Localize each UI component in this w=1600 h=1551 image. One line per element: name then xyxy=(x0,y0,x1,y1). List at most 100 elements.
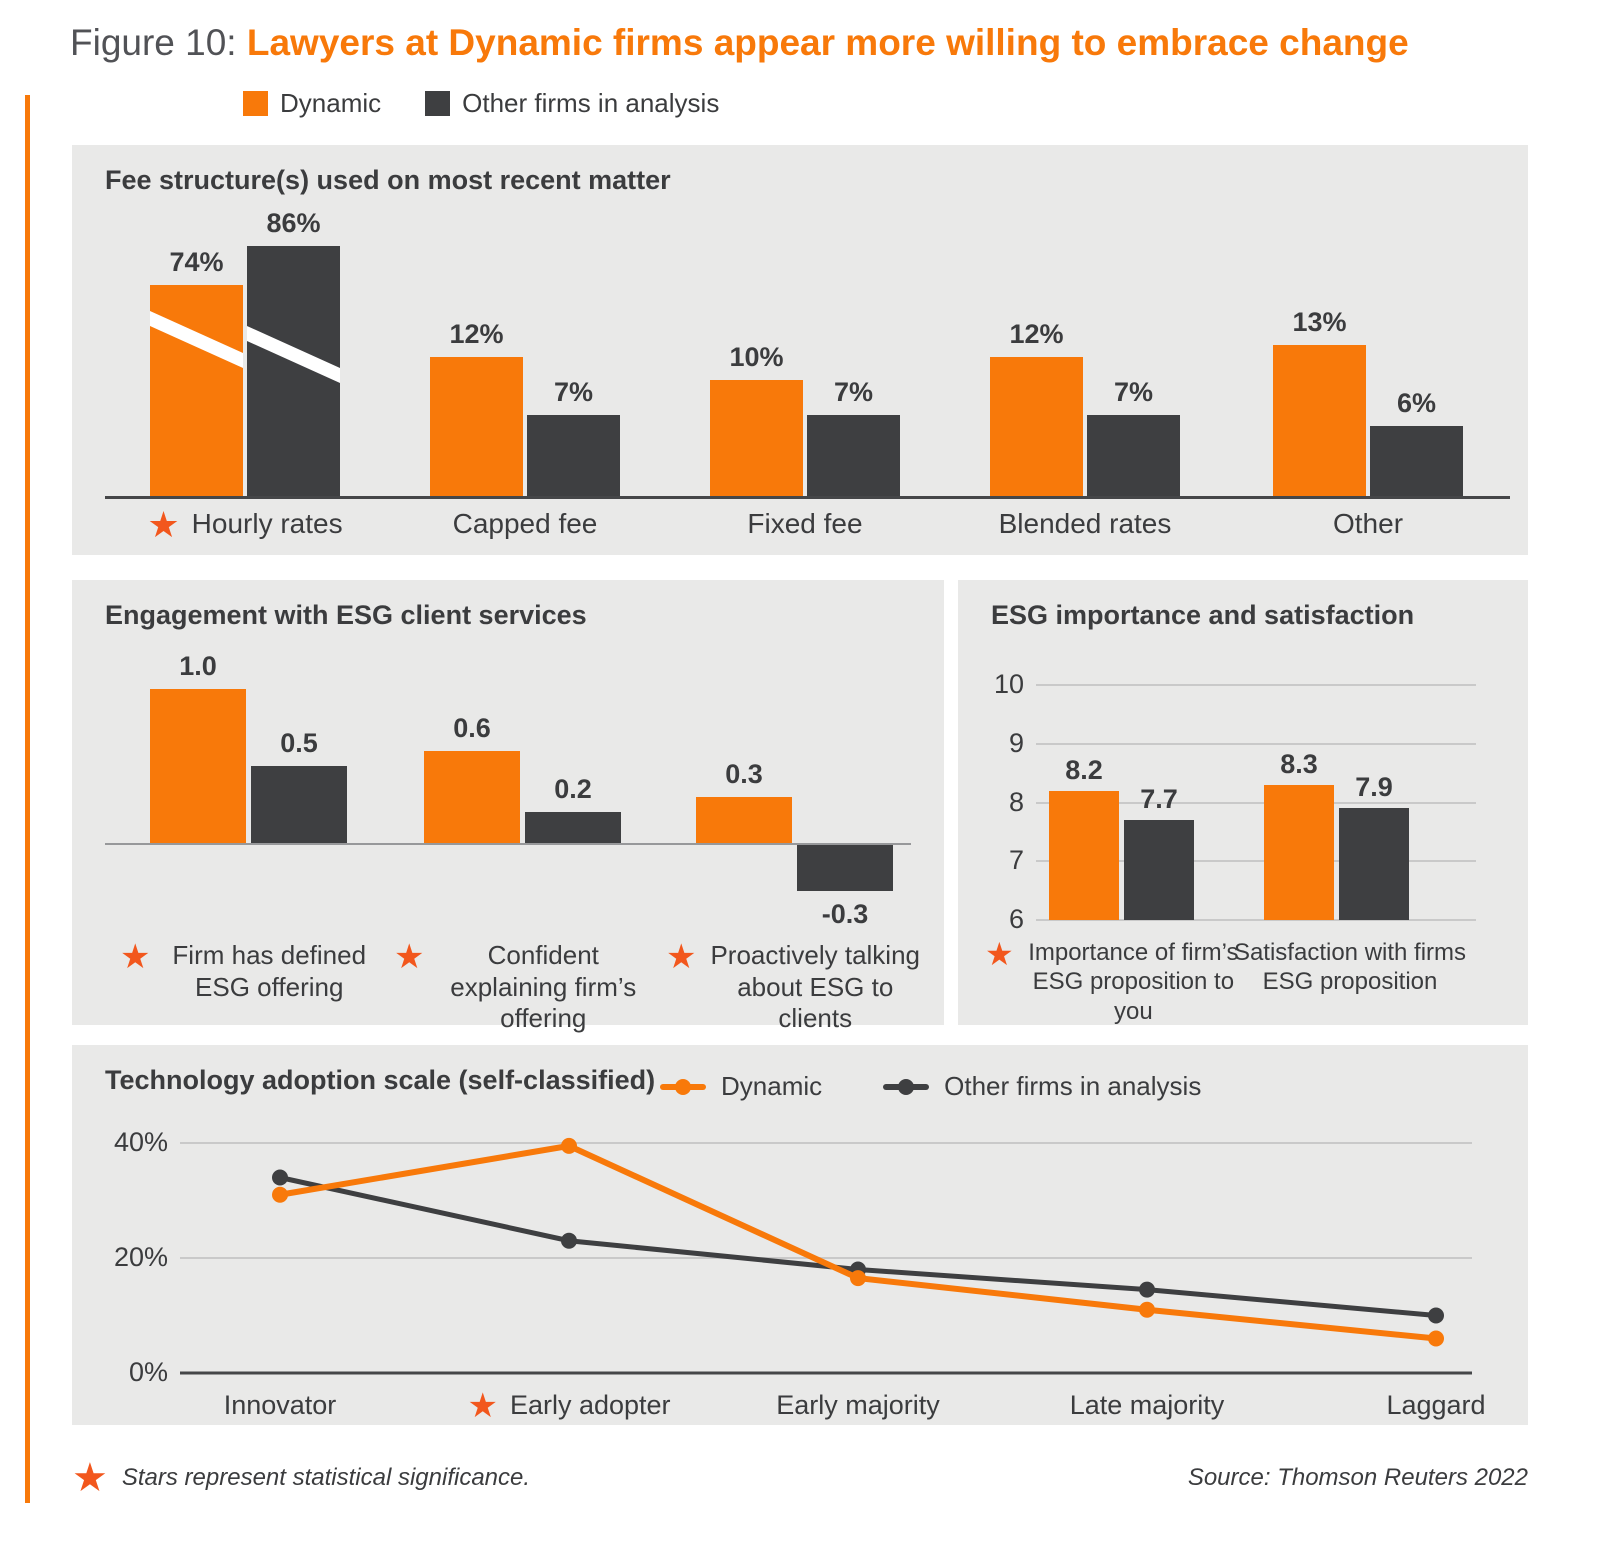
data-point xyxy=(1428,1330,1444,1347)
y-tick-label: 7 xyxy=(1008,845,1024,876)
panel-esg-importance: ESG importance and satisfaction 10 9 8 7 6 8.… xyxy=(958,580,1528,1025)
panel-esg-engagement: Engagement with ESG client services 1.0 0… xyxy=(72,580,944,1033)
panel-fee-structure: Fee structure(s) used on most recent mat… xyxy=(72,145,1528,555)
category-label-text: Laggard xyxy=(1386,1390,1486,1420)
tech-adoption-chart: 40% 20% 0% Innovator ★ Early adopter Early maj… xyxy=(72,1045,1528,1425)
bar-dynamic xyxy=(696,797,792,843)
category-label: ★ Firm has defined ESG offering xyxy=(120,940,376,1003)
value-label: 10% xyxy=(729,342,784,372)
value-label: 12% xyxy=(449,319,504,349)
category-label-text: Capped fee xyxy=(452,508,598,539)
value-label: 7% xyxy=(1113,377,1154,407)
category-label: Capped fee xyxy=(355,507,695,541)
data-point xyxy=(1428,1307,1444,1324)
legend-label-other: Other firms in analysis xyxy=(462,88,720,118)
source-credit: Source: Thomson Reuters 2022 xyxy=(1187,1464,1528,1491)
value-label: 13% xyxy=(1292,307,1347,337)
data-point xyxy=(561,1137,577,1154)
category-label-text: Other xyxy=(1332,508,1404,539)
star-icon: ★ xyxy=(72,1456,108,1500)
category-label: ★ Early adopter xyxy=(429,1389,709,1423)
figure-label: Figure 10: xyxy=(70,22,247,63)
category-label-text: Proactively talking about ESG to clients xyxy=(710,940,921,1034)
category-label: ★ Proactively talking about ESG to client… xyxy=(666,940,922,1035)
series-line-dynamic xyxy=(279,1142,1437,1342)
category-label-text: Firm has defined ESG offering xyxy=(172,940,367,1002)
category-label-text: Satisfaction with firms ESG proposition xyxy=(1233,939,1467,996)
chart-title-fee-structure: Fee structure(s) used on most recent mat… xyxy=(105,165,671,195)
value-label: 7% xyxy=(553,377,594,407)
value-label: 7.9 xyxy=(1355,772,1393,802)
star-icon: ★ xyxy=(985,936,1014,972)
bar-dynamic xyxy=(990,357,1083,496)
bar-dynamic xyxy=(1273,345,1366,496)
chart-title-esg-engagement: Engagement with ESG client services xyxy=(105,600,587,630)
line-marker-dynamic xyxy=(660,1078,706,1095)
data-point xyxy=(1139,1281,1155,1298)
x-axis-line xyxy=(105,843,911,845)
data-point xyxy=(561,1232,577,1249)
star-icon: ★ xyxy=(394,938,425,976)
data-point xyxy=(272,1169,288,1186)
left-accent-rule xyxy=(25,95,30,1503)
chart-title-esg-importance: ESG importance and satisfaction xyxy=(991,600,1415,630)
value-label: -0.3 xyxy=(821,899,869,929)
bar-other xyxy=(797,845,893,891)
gridline xyxy=(1036,860,1476,863)
value-label: 8.3 xyxy=(1280,749,1318,779)
line-legend-label-dynamic: Dynamic xyxy=(721,1071,823,1101)
gridline xyxy=(1036,684,1476,686)
line-chart-canvas xyxy=(180,1137,1472,1375)
legend: Dynamic Other firms in analysis xyxy=(243,88,719,119)
category-label: Laggard xyxy=(1296,1389,1576,1422)
y-tick-label: 8 xyxy=(1008,786,1024,817)
y-tick-label: 10 xyxy=(993,669,1024,699)
star-icon: ★ xyxy=(120,938,151,976)
value-label: 0.5 xyxy=(280,728,318,758)
esg-engagement-chart: 1.0 0.5 ★ Firm has defined ESG offering 0.6 0… xyxy=(72,580,944,1033)
bar-other xyxy=(1124,820,1194,920)
category-label-text: Confident explaining firm’s offering xyxy=(450,940,637,1034)
bar-other xyxy=(251,766,347,843)
esg-importance-chart: 10 9 8 7 6 8.2 7.7 ★ Importance of firm’s ESG pr… xyxy=(958,580,1528,1025)
category-label: Other xyxy=(1198,507,1538,541)
value-label: 7% xyxy=(833,377,874,407)
series-line-other xyxy=(279,1175,1437,1318)
category-label: Satisfaction with firms ESG proposition xyxy=(1222,938,1478,997)
axis-break-stripe xyxy=(247,326,340,383)
bar-dynamic xyxy=(150,285,243,496)
axis-break-stripe xyxy=(150,311,243,368)
y-tick-label: 40% xyxy=(113,1127,168,1157)
data-point xyxy=(850,1270,866,1287)
category-label-text: Innovator xyxy=(223,1390,337,1420)
data-point xyxy=(272,1186,288,1203)
bar-dynamic xyxy=(150,689,246,843)
category-label: ★ Hourly rates xyxy=(75,507,415,543)
legend-swatch-dynamic xyxy=(243,91,268,116)
figure-footer: ★ Stars represent statistical significan… xyxy=(72,1458,1528,1498)
bar-other xyxy=(525,812,621,843)
value-label: 0.6 xyxy=(453,713,491,743)
bar-dynamic xyxy=(1264,785,1334,920)
star-icon: ★ xyxy=(467,1387,498,1425)
bar-dynamic xyxy=(430,357,523,496)
gridline xyxy=(1036,742,1476,745)
value-label: 74% xyxy=(169,247,224,277)
gridline xyxy=(1036,801,1476,804)
value-label: 0.3 xyxy=(725,759,763,789)
value-label: 12% xyxy=(1009,319,1064,349)
figure-title: Lawyers at Dynamic firms appear more wil… xyxy=(246,22,1409,63)
value-label: 0.2 xyxy=(554,774,592,804)
legend-swatch-other xyxy=(425,91,451,116)
bar-other xyxy=(1087,415,1180,496)
bar-dynamic xyxy=(424,751,520,843)
value-label: 6% xyxy=(1396,388,1437,418)
category-label-text: Blended rates xyxy=(998,508,1172,539)
category-label: Late majority xyxy=(1007,1389,1287,1422)
significance-footnote: Stars represent statistical significance… xyxy=(121,1464,531,1491)
fee-structure-chart: 74% 86% ★ Hourly rates 12% 7% Capped fee 10% 7% F… xyxy=(72,145,1528,555)
category-label: Early majority xyxy=(718,1389,998,1422)
value-label: 8.2 xyxy=(1065,755,1103,785)
bar-dynamic xyxy=(1049,791,1119,920)
